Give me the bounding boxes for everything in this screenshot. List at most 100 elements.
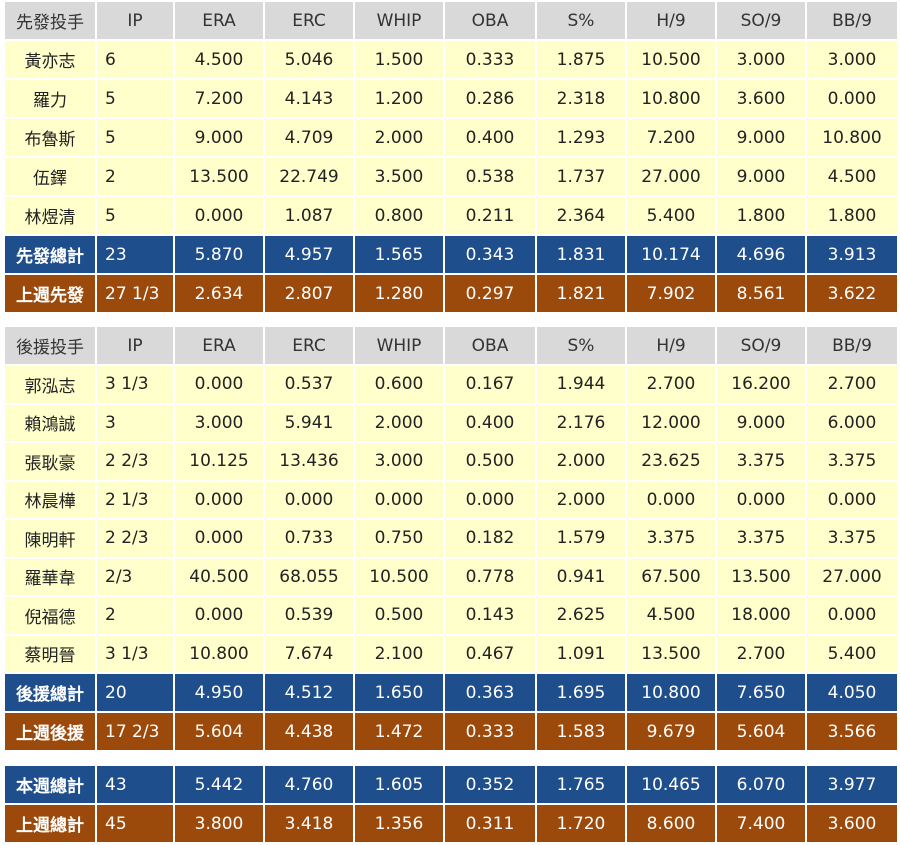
stat-h9: 5.400 — [625, 195, 717, 236]
stat-s: 1.875 — [535, 39, 627, 80]
stat-s: 1.821 — [535, 273, 627, 314]
stat-era: 0.000 — [173, 518, 265, 559]
stat-so9: 4.696 — [715, 234, 807, 275]
stat-erc: 0.537 — [263, 364, 355, 405]
pitcher-name: 張耿豪 — [3, 441, 97, 482]
stat-era: 5.442 — [173, 764, 265, 805]
stat-bb9: 3.375 — [805, 518, 899, 559]
stat-so9: 8.561 — [715, 273, 807, 314]
stat-h9: 3.375 — [625, 518, 717, 559]
stat-whip: 0.800 — [353, 195, 445, 236]
stat-oba: 0.333 — [443, 711, 537, 752]
stat-so9: 3.375 — [715, 441, 807, 482]
pitcher-name: 倪福德 — [3, 595, 97, 636]
stat-bb9: 27.000 — [805, 556, 899, 597]
stat-h9: 13.500 — [625, 633, 717, 674]
stat-ip: 5 — [95, 78, 175, 119]
pitcher-row: 郭泓志 3 1/3 0.000 0.537 0.600 0.167 1.944 2.700 16… — [3, 364, 899, 405]
column-header-h9: H/9 — [625, 0, 717, 41]
column-header-whip: WHIP — [353, 0, 445, 41]
stat-era: 4.500 — [173, 39, 265, 80]
stat-so9: 7.650 — [715, 672, 807, 713]
starters-last-week-row: 上週先發 27 1/3 2.634 2.807 1.280 0.297 1.821 7.902… — [3, 273, 899, 314]
stat-so9: 16.200 — [715, 364, 807, 405]
stat-erc: 4.512 — [263, 672, 355, 713]
stat-so9: 3.000 — [715, 39, 807, 80]
stat-era: 10.125 — [173, 441, 265, 482]
stat-bb9: 1.800 — [805, 195, 899, 236]
stat-whip: 3.500 — [353, 156, 445, 197]
stat-h9: 7.902 — [625, 273, 717, 314]
stat-whip: 3.000 — [353, 441, 445, 482]
stat-whip: 1.472 — [353, 711, 445, 752]
stat-bb9: 3.566 — [805, 711, 899, 752]
column-header-pitcher: 後援投手 — [3, 325, 97, 366]
stat-s: 2.318 — [535, 78, 627, 119]
stat-erc: 0.733 — [263, 518, 355, 559]
stat-whip: 2.000 — [353, 402, 445, 443]
column-header-era: ERA — [173, 325, 265, 366]
pitcher-name: 賴鴻誠 — [3, 402, 97, 443]
stat-era: 2.634 — [173, 273, 265, 314]
column-header-bb9: BB/9 — [805, 325, 899, 366]
column-header-s: S% — [535, 0, 627, 41]
column-header-era: ERA — [173, 0, 265, 41]
stat-so9: 3.600 — [715, 78, 807, 119]
stat-era: 0.000 — [173, 595, 265, 636]
stat-s: 1.579 — [535, 518, 627, 559]
stat-erc: 2.807 — [263, 273, 355, 314]
stat-era: 40.500 — [173, 556, 265, 597]
stat-era: 0.000 — [173, 195, 265, 236]
stat-bb9: 6.000 — [805, 402, 899, 443]
stat-h9: 10.800 — [625, 78, 717, 119]
stat-s: 1.720 — [535, 803, 627, 844]
stat-erc: 13.436 — [263, 441, 355, 482]
stat-erc: 4.143 — [263, 78, 355, 119]
stat-h9: 23.625 — [625, 441, 717, 482]
pitcher-name: 布魯斯 — [3, 117, 97, 158]
stat-oba: 0.400 — [443, 117, 537, 158]
stat-ip: 45 — [95, 803, 175, 844]
pitcher-name: 伍鐸 — [3, 156, 97, 197]
weekly-summary-table: 本週總計 43 5.442 4.760 1.605 0.352 1.765 10.465 6.0… — [3, 764, 899, 844]
stat-s: 1.944 — [535, 364, 627, 405]
stat-s: 0.941 — [535, 556, 627, 597]
stat-whip: 0.600 — [353, 364, 445, 405]
stat-era: 5.604 — [173, 711, 265, 752]
pitcher-row: 賴鴻誠 3 3.000 5.941 2.000 0.400 2.176 12.000 9.000… — [3, 402, 899, 443]
stat-erc: 4.957 — [263, 234, 355, 275]
stat-h9: 0.000 — [625, 479, 717, 520]
column-header-oba: OBA — [443, 0, 537, 41]
stat-erc: 0.539 — [263, 595, 355, 636]
stat-ip: 3 — [95, 402, 175, 443]
stat-oba: 0.167 — [443, 364, 537, 405]
stat-oba: 0.211 — [443, 195, 537, 236]
stat-oba: 0.182 — [443, 518, 537, 559]
stat-oba: 0.311 — [443, 803, 537, 844]
stat-ip: 5 — [95, 195, 175, 236]
pitcher-name: 陳明軒 — [3, 518, 97, 559]
stat-so9: 7.400 — [715, 803, 807, 844]
column-header-bb9: BB/9 — [805, 0, 899, 41]
starters-table: 先發投手 IP ERA ERC WHIP OBA S% H/9 SO/9 BB/9 黃亦志 6 4.5… — [3, 0, 899, 314]
pitcher-row: 林晨樺 2 1/3 0.000 0.000 0.000 0.000 2.000 0.000 0.… — [3, 479, 899, 520]
column-header-whip: WHIP — [353, 325, 445, 366]
relievers-last-week-row: 上週後援 17 2/3 5.604 4.438 1.472 0.333 1.583 9.679… — [3, 711, 899, 752]
pitcher-row: 羅華韋 2/3 40.500 68.055 10.500 0.778 0.941 67.500… — [3, 556, 899, 597]
stat-whip: 0.500 — [353, 595, 445, 636]
stat-oba: 0.500 — [443, 441, 537, 482]
stat-so9: 0.000 — [715, 479, 807, 520]
stat-whip: 10.500 — [353, 556, 445, 597]
stat-oba: 0.343 — [443, 234, 537, 275]
stat-so9: 3.375 — [715, 518, 807, 559]
stat-ip: 6 — [95, 39, 175, 80]
stat-bb9: 3.000 — [805, 39, 899, 80]
pitcher-name: 黃亦志 — [3, 39, 97, 80]
stat-ip: 43 — [95, 764, 175, 805]
stat-so9: 5.604 — [715, 711, 807, 752]
stat-oba: 0.352 — [443, 764, 537, 805]
stat-whip: 1.200 — [353, 78, 445, 119]
stat-ip: 17 2/3 — [95, 711, 175, 752]
stat-era: 3.000 — [173, 402, 265, 443]
stat-erc: 5.046 — [263, 39, 355, 80]
